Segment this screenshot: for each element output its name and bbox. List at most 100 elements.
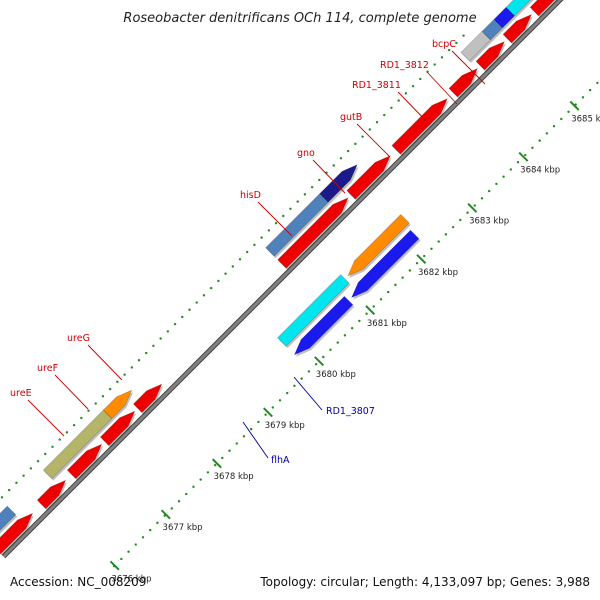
grid-dot [166,330,170,333]
cds-feature[interactable] [0,505,17,542]
grid-dot [127,550,130,553]
gene-label-hisd[interactable]: hisD [240,190,261,201]
cds-feature[interactable] [102,389,133,419]
cds-feature[interactable] [293,295,354,356]
gene-label-bcpc[interactable]: bcpC [432,39,456,50]
cds-feature[interactable] [347,214,410,277]
grid-dot [447,48,451,52]
cds-feature[interactable] [36,479,67,510]
grid-dot [437,240,440,243]
grid-dot [145,351,148,355]
grid-dot [552,124,556,128]
cds-feature[interactable] [346,155,391,200]
grid-dot [419,77,422,81]
grid-dot [152,344,155,348]
grid-dot [379,298,383,301]
grid-dot [282,214,285,218]
grid-dot [58,438,61,441]
gene-label-rd1_3812[interactable]: RD1_3812 [380,60,429,71]
grid-dot [44,452,47,456]
cds-feature[interactable] [448,68,478,98]
cds-feature[interactable] [351,229,420,299]
grid-dot [516,161,520,164]
cds-feature[interactable] [475,41,505,71]
cds-feature[interactable] [319,164,358,203]
gene-label-rd1_3811[interactable]: RD1_3811 [352,80,401,91]
grid-dot [531,146,534,150]
gene-label-ureg[interactable]: ureG [67,333,90,344]
grid-dot [390,106,393,110]
kbp-tick-mark [263,407,273,418]
cds-feature[interactable] [0,512,34,555]
gene-label-uree[interactable]: ureE [10,388,32,399]
grid-dot [185,492,188,496]
cds-feature[interactable] [502,13,532,44]
kbp-tick-mark [518,151,529,162]
kbp-tick-label: 3684 kbp [520,166,560,176]
grid-dot [7,488,11,492]
grid-dot [358,319,361,323]
cds-features [0,0,585,556]
grid-dot [545,132,549,135]
grid-dot [116,380,119,384]
grid-dot [159,337,162,340]
kbp-tick-label: 3680 kbp [316,370,356,380]
kbp-tick-label: 3676 kbp [111,574,151,584]
grid-dot [300,377,303,380]
leader-line [293,376,323,411]
grid-dot [462,34,465,37]
grid-dot [278,399,282,402]
grid-dot [228,449,231,452]
grid-dot [480,197,484,200]
leader-line [257,201,293,237]
cds-feature[interactable] [66,443,103,480]
backbone-line [2,0,563,558]
grid-dot [217,279,220,283]
cds-feature[interactable] [277,274,350,347]
grid-dot [567,110,570,113]
grid-dot [156,521,159,525]
gene-label-gno[interactable]: gno [297,148,315,159]
grid-dot [29,467,33,470]
grid-dot [36,460,40,463]
label-leaders [27,50,486,459]
grid-dot [560,117,563,121]
grid-dot [15,481,18,485]
grid-dot [148,528,152,532]
cds-feature[interactable] [505,0,573,17]
grid-dot [130,366,134,369]
grid-dot [433,63,436,66]
gene-label-gutb[interactable]: gutB [340,112,362,123]
grid-dot [65,431,69,434]
grid-dot [339,157,343,160]
gene-label-flha[interactable]: flhA [271,455,290,466]
leader-line [87,344,123,381]
cds-feature[interactable] [529,0,585,17]
grid-dot [596,81,599,85]
grid-dot [314,363,318,366]
grid-dot [264,413,267,416]
cds-feature[interactable] [133,383,163,413]
grid-dot [202,294,206,297]
grid-dot [170,507,174,510]
grid-dot [173,322,177,326]
grid-dot [141,536,145,539]
cds-feature[interactable] [99,410,136,446]
grid-dot [346,149,350,153]
cds-feature[interactable] [391,98,448,155]
map-title: Roseobacter denitrificans OCh 114, compl… [123,11,476,26]
gene-label-rd1_3807[interactable]: RD1_3807 [326,406,375,417]
gene-label-uref[interactable]: ureF [37,363,58,374]
leader-line [397,91,431,126]
grid-dot [466,211,469,214]
cds-feature[interactable] [277,197,349,269]
kbp-tick-label: 3683 kbp [469,217,509,227]
grid-dot [372,305,375,308]
leader-line [356,123,391,158]
leader-line [242,421,269,459]
grid-dot [271,406,274,409]
grid-dot [350,326,354,330]
grid-dot [502,175,505,178]
kbp-tick-mark [416,254,427,264]
